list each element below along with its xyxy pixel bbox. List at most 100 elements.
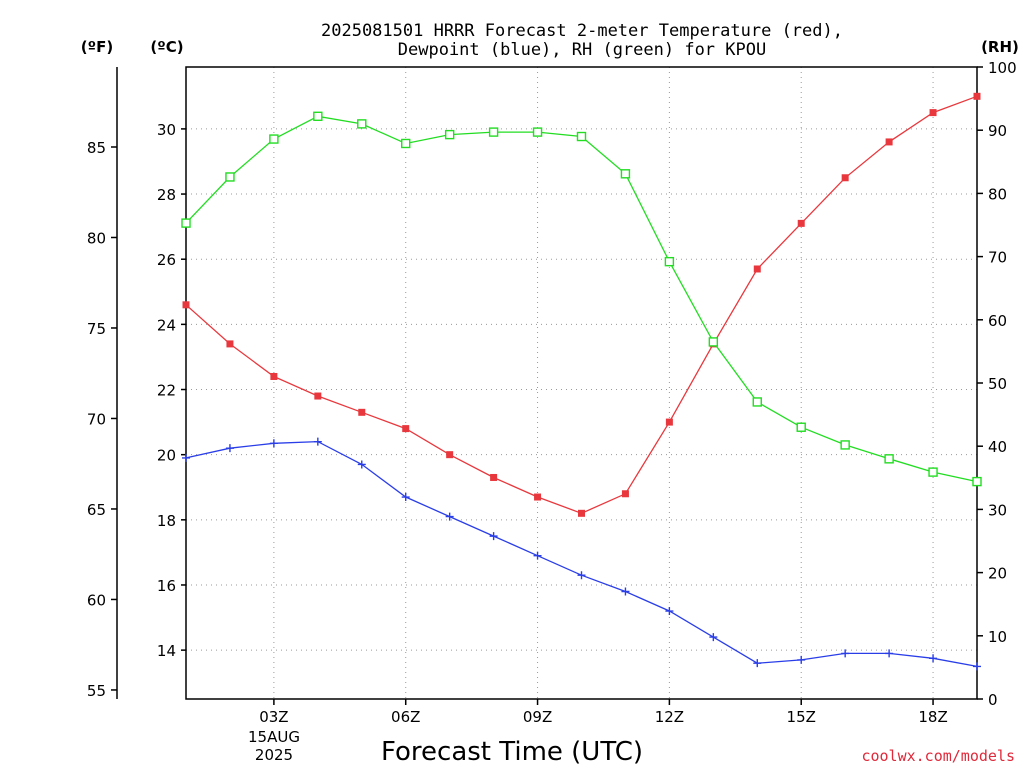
relative_humidity-point: [796, 422, 806, 432]
time-tick-label: 09Z: [523, 708, 552, 726]
fahrenheit-unit-label: (ºF): [81, 38, 113, 56]
relative_humidity-point: [269, 134, 279, 144]
relative_humidity-point: [225, 172, 235, 182]
temperature-point: [314, 392, 322, 400]
dewpoint-point: [709, 633, 718, 642]
relative_humidity-point: [752, 397, 762, 407]
temperature-point: [753, 265, 761, 273]
temperature-point: [841, 174, 849, 182]
relative_humidity-series: [181, 111, 982, 487]
relative_humidity-point: [532, 127, 543, 137]
dewpoint-series: [182, 437, 981, 671]
temperature-point: [929, 109, 937, 117]
dewpoint-point: [929, 654, 938, 663]
x-date-label-year: 2025: [255, 746, 293, 764]
dewpoint-point: [313, 437, 322, 446]
celsius-tick-label: 30: [157, 121, 176, 139]
dewpoint-point: [225, 444, 234, 453]
temperature-point: [885, 138, 893, 146]
dewpoint-point: [973, 662, 981, 671]
chart-title-line2: Dewpoint (blue), RH (green) for KPOU: [398, 40, 766, 60]
temperature-point: [797, 219, 805, 227]
celsius-tick-label: 22: [157, 382, 176, 400]
celsius-tick-label: 16: [157, 577, 176, 595]
rh-tick-label: 80: [988, 185, 1007, 203]
temperature-point: [534, 493, 542, 501]
temperature-point: [402, 425, 410, 433]
rh-unit-label: (RH): [981, 38, 1019, 56]
relative_humidity-point: [576, 131, 587, 142]
relative_humidity-point: [664, 256, 675, 267]
rh-tick-label: 60: [988, 312, 1007, 330]
temperature-point: [182, 301, 190, 309]
relative_humidity-point: [401, 138, 411, 149]
relative_humidity-point: [313, 111, 323, 121]
time-tick-label: 18Z: [918, 708, 947, 726]
dewpoint-point: [885, 649, 894, 658]
dewpoint-point: [269, 439, 278, 448]
dewpoint-point: [841, 649, 850, 658]
celsius-tick-label: 28: [157, 186, 176, 204]
temperature-point: [446, 451, 454, 459]
dewpoint-point: [445, 512, 454, 521]
relative_humidity-point: [357, 119, 367, 129]
dewpoint-point: [621, 587, 630, 596]
chart-title-line1: 2025081501 HRRR Forecast 2-meter Tempera…: [321, 21, 843, 41]
grid-lines: [186, 67, 977, 699]
x-date-label-day: 15AUG: [248, 728, 300, 746]
dewpoint-point: [753, 659, 762, 668]
celsius-tick-label: 24: [157, 316, 176, 334]
dewpoint-point: [182, 453, 190, 462]
time-tick-label: 12Z: [655, 708, 684, 726]
fahrenheit-tick-label: 65: [87, 501, 106, 519]
temperature-point: [358, 408, 366, 416]
plot-frame: [185, 66, 978, 700]
relative_humidity-point: [181, 218, 191, 228]
time-tick-label: 06Z: [391, 708, 420, 726]
celsius-tick-label: 18: [157, 512, 176, 530]
celsius-tick-label: 20: [157, 447, 176, 465]
fahrenheit-tick-label: 75: [87, 320, 106, 338]
fahrenheit-tick-label: 70: [87, 410, 106, 428]
dewpoint-point: [533, 551, 542, 560]
rh-tick-label: 0: [988, 691, 998, 709]
rh-tick-label: 20: [988, 565, 1007, 583]
time-tick-label: 15Z: [787, 708, 816, 726]
fahrenheit-tick-label: 55: [87, 682, 106, 700]
dewpoint-point: [577, 571, 586, 580]
temperature-point: [621, 490, 629, 498]
celsius-unit-label: (ºC): [150, 38, 183, 56]
relative_humidity-point: [708, 337, 719, 347]
relative_humidity-line: [185, 115, 978, 483]
relative_humidity-point: [884, 454, 894, 464]
dewpoint-point: [357, 460, 366, 469]
temperature-point: [665, 418, 673, 426]
dewpoint-point: [665, 607, 674, 616]
relative_humidity-point: [444, 129, 455, 140]
temperature-line: [185, 95, 978, 515]
relative_humidity-point: [840, 440, 850, 450]
celsius-tick-label: 14: [157, 642, 176, 660]
fahrenheit-tick-label: 60: [87, 591, 106, 609]
dewpoint-line: [185, 440, 978, 668]
credit-text[interactable]: coolwx.com/models: [861, 747, 1015, 765]
fahrenheit-tick-label: 85: [87, 139, 106, 157]
axis-ticks: 14 16 18 20 22 24 26 28 30 03Z 06Z 09Z 12Z 15Z 18Z 55 60…: [87, 59, 1017, 726]
relative_humidity-point: [972, 476, 982, 487]
relative_humidity-point: [488, 127, 499, 137]
temperature-point: [578, 509, 585, 517]
data-series: [181, 92, 982, 671]
time-tick-label: 03Z: [259, 708, 288, 726]
x-axis-title: Forecast Time (UTC): [381, 737, 643, 767]
rh-tick-label: 10: [988, 628, 1007, 646]
rh-tick-label: 50: [988, 375, 1007, 393]
dewpoint-point: [489, 532, 498, 541]
rh-tick-label: 30: [988, 501, 1007, 519]
dewpoint-point: [797, 655, 806, 664]
relative_humidity-point: [620, 169, 631, 179]
rh-tick-label: 70: [988, 249, 1007, 267]
rh-tick-label: 90: [988, 122, 1007, 140]
rh-tick-label: 100: [988, 59, 1017, 77]
temperature-series: [182, 92, 981, 517]
